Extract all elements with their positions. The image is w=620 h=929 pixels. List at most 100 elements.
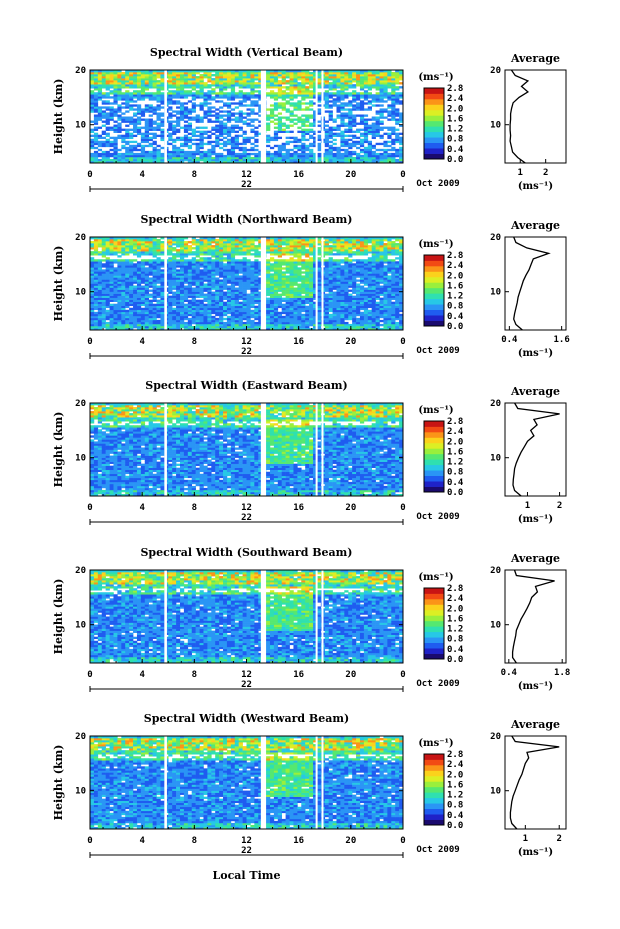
heatmap-cell	[148, 305, 153, 309]
heatmap-cell	[273, 327, 279, 331]
heatmap-cell	[133, 273, 138, 276]
heatmap-cell	[336, 134, 341, 138]
heatmap-cell	[160, 76, 165, 79]
heatmap-cell	[316, 72, 322, 75]
heatmap-cell	[230, 307, 236, 311]
heatmap-cell	[176, 285, 181, 288]
heatmap-cell	[168, 84, 173, 87]
heatmap-cell	[226, 291, 232, 294]
heatmap-cell	[121, 323, 126, 327]
heatmap-cell	[105, 88, 110, 91]
heatmap-cell	[179, 74, 185, 77]
heatmap-cell	[387, 72, 392, 75]
heatmap-cell	[203, 112, 208, 115]
heatmap-cell	[285, 283, 290, 286]
heatmap-cell	[152, 297, 157, 300]
heatmap-cell	[140, 70, 146, 73]
heatmap-cell	[226, 104, 232, 107]
heatmap-cell	[234, 94, 239, 97]
heatmap-cell	[168, 120, 173, 123]
heatmap-cell	[348, 122, 353, 125]
heatmap-cell	[168, 72, 173, 75]
heatmap-cell	[191, 150, 196, 154]
heatmap-cell	[246, 287, 251, 290]
heatmap-cell	[391, 130, 396, 133]
heatmap-cell	[129, 301, 134, 305]
heatmap-cell	[140, 281, 146, 284]
heatmap-cell	[199, 150, 204, 154]
heatmap-cell	[242, 76, 247, 79]
heatmap-cell	[238, 275, 243, 278]
heatmap-cell	[332, 327, 337, 331]
heatmap-cell	[136, 116, 142, 119]
heatmap-cell	[371, 299, 376, 302]
heatmap-cell	[254, 295, 259, 298]
heatmap-cell	[97, 88, 103, 91]
heatmap-cell	[226, 114, 232, 117]
heatmap-cell	[140, 291, 146, 294]
heatmap-cell	[359, 303, 365, 307]
heatmap-cell	[332, 305, 337, 309]
heatmap-cell	[250, 88, 255, 91]
heatmap-cell	[266, 108, 271, 111]
heatmap-cell	[109, 106, 114, 109]
heatmap-cell	[160, 160, 165, 164]
heatmap-cell	[316, 279, 322, 282]
heatmap-cell	[340, 98, 345, 101]
heatmap-cell	[269, 289, 275, 292]
heatmap-cell	[332, 158, 337, 162]
heatmap-cell	[90, 279, 95, 282]
heatmap-cell	[183, 309, 189, 313]
heatmap-cell	[367, 70, 372, 73]
heatmap-cell	[230, 98, 236, 101]
day-label: 22	[241, 180, 252, 190]
heatmap-cell	[176, 283, 181, 286]
heatmap-cell	[367, 305, 372, 309]
heatmap-cell	[133, 271, 138, 274]
heatmap-cell	[230, 317, 236, 321]
heatmap-cell	[281, 293, 286, 296]
heatmap-cell	[254, 78, 259, 81]
heatmap-cell	[242, 299, 247, 302]
heatmap-cell	[328, 148, 333, 152]
heatmap-cell	[117, 154, 122, 158]
heatmap-cell	[199, 76, 204, 79]
heatmap-cell	[375, 134, 380, 138]
heatmap-cell	[207, 293, 212, 296]
heatmap-cell	[168, 297, 173, 300]
heatmap-cell	[97, 78, 103, 81]
heatmap-cell	[305, 301, 310, 305]
heatmap-cell	[297, 154, 302, 158]
heatmap-cell	[223, 317, 228, 321]
heatmap-cell	[313, 303, 318, 307]
heatmap-cell	[195, 307, 200, 311]
heatmap-cell	[238, 321, 243, 325]
heatmap-cell	[172, 78, 177, 81]
heatmap-cell	[375, 124, 380, 127]
heatmap-cell	[367, 291, 372, 294]
heatmap-cell	[144, 136, 149, 140]
heatmap-cell	[269, 74, 275, 77]
heatmap-cell	[191, 118, 196, 121]
heatmap-cell	[191, 76, 196, 79]
heatmap-cell	[258, 323, 263, 327]
heatmap-cell	[187, 84, 193, 87]
heatmap-cell	[219, 124, 224, 127]
heatmap-cell	[113, 124, 118, 127]
heatmap-cell	[301, 283, 306, 286]
heatmap-cell	[313, 70, 318, 73]
heatmap-cell	[117, 116, 122, 119]
heatmap-cell	[90, 317, 95, 321]
heatmap-cell	[367, 311, 372, 315]
heatmap-cell	[113, 136, 118, 140]
heatmap-cell	[101, 160, 106, 164]
heatmap-cell	[305, 138, 310, 142]
heatmap-cell	[395, 293, 400, 296]
heatmap-cell	[399, 132, 404, 135]
heatmap-cell	[242, 285, 247, 288]
heatmap-cell	[203, 72, 208, 75]
heatmap-cell	[316, 297, 322, 300]
heatmap-cell	[183, 323, 189, 327]
heatmap-cell	[266, 273, 271, 276]
heatmap-cell	[387, 325, 392, 329]
